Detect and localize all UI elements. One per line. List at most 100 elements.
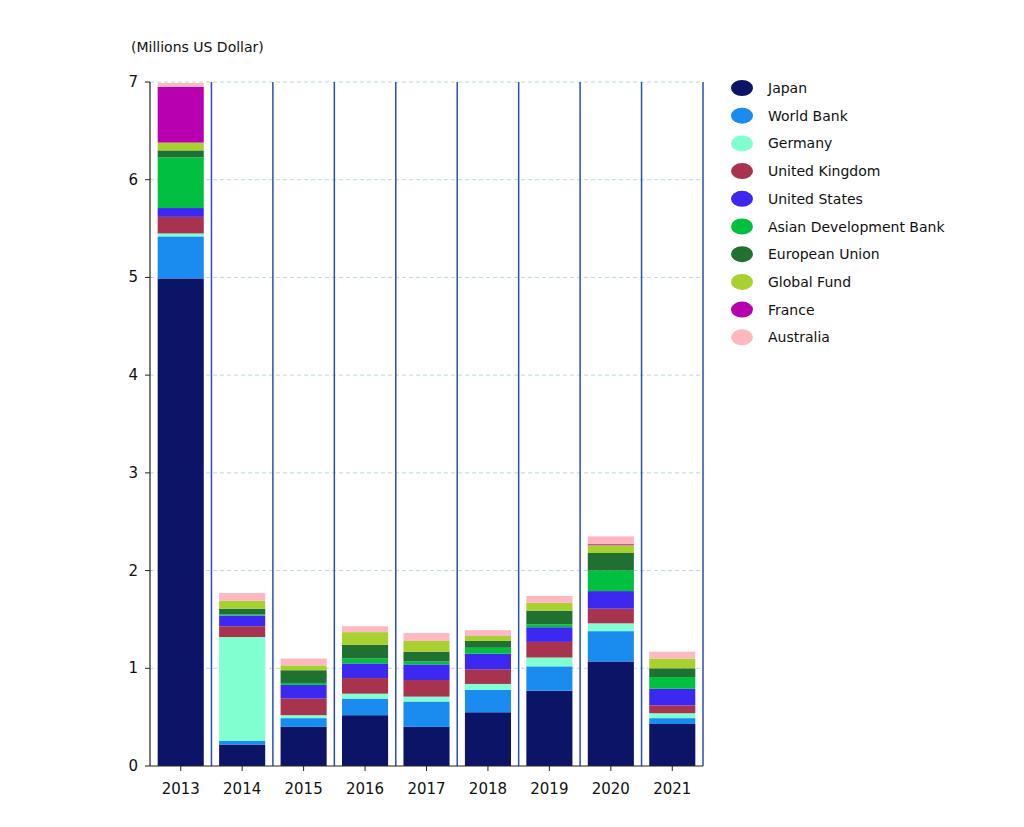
bar-segment <box>281 683 327 685</box>
legend-swatch <box>731 302 753 318</box>
bar-segment <box>342 694 388 699</box>
bar-segment <box>403 633 449 641</box>
bar-segment <box>281 715 327 718</box>
band-separator <box>211 82 213 766</box>
bar-segment <box>588 631 634 661</box>
bar-segment <box>219 741 265 745</box>
bar-segment <box>219 601 265 609</box>
x-tick-label: 2018 <box>469 780 507 798</box>
bar-segment <box>403 664 449 680</box>
legend-label: European Union <box>768 246 880 262</box>
bar-segment <box>588 609 634 624</box>
bar-segment <box>158 157 204 208</box>
legend-label: Australia <box>768 329 830 345</box>
bar-segment <box>403 680 449 697</box>
bar-segment <box>588 545 634 553</box>
x-tick <box>426 766 427 771</box>
x-tick <box>549 766 550 771</box>
x-tick <box>303 766 304 771</box>
grid-line <box>150 375 703 376</box>
bar-segment <box>588 553 634 571</box>
bar-segment <box>281 685 327 699</box>
grid-line <box>150 277 703 278</box>
bar-segment <box>403 702 449 727</box>
bar-segment <box>649 652 695 659</box>
bar-segment <box>403 661 449 664</box>
x-tick-label: 2020 <box>592 780 630 798</box>
band-separator <box>456 82 458 766</box>
band-separator <box>641 82 643 766</box>
bar-segment <box>281 670 327 683</box>
bar-segment <box>526 666 572 690</box>
bar-segment <box>465 630 511 636</box>
bar-segment <box>342 699 388 716</box>
x-tick <box>610 766 611 771</box>
bar-segment <box>526 658 572 667</box>
x-tick-label: 2016 <box>346 780 384 798</box>
y-axis <box>149 82 150 766</box>
bar-segment <box>465 636 511 641</box>
bar-segment <box>588 536 634 544</box>
legend-swatch <box>731 80 753 96</box>
legend-label: United Kingdom <box>768 163 880 179</box>
bar-segment <box>219 626 265 637</box>
bar-segment <box>158 217 204 234</box>
bar-segment <box>526 596 572 603</box>
bar-segment <box>588 571 634 592</box>
y-tick-label: 0 <box>128 757 138 775</box>
bar-segment <box>342 645 388 659</box>
y-tick-label: 7 <box>128 73 138 91</box>
bar-segment <box>342 626 388 632</box>
bar-segment <box>526 611 572 625</box>
legend-swatch <box>731 163 753 179</box>
bar-segment <box>588 661 634 766</box>
legend-label: United States <box>768 191 863 207</box>
bar-segment <box>342 715 388 766</box>
bar-segment <box>465 641 511 648</box>
bar-segment <box>403 641 449 652</box>
y-tick-label: 5 <box>128 268 138 286</box>
grid-line <box>150 472 703 473</box>
bar-segment <box>219 616 265 627</box>
legend-label: Japan <box>767 80 807 96</box>
bar-segment <box>219 593 265 601</box>
bar-segment <box>158 150 204 157</box>
legend-swatch <box>731 219 753 235</box>
bar-segment <box>281 727 327 766</box>
y-tick <box>145 179 150 180</box>
x-tick <box>365 766 366 771</box>
band-separator <box>395 82 397 766</box>
bar-segment <box>158 278 204 766</box>
bar-segment <box>158 233 204 236</box>
band-separator <box>272 82 274 766</box>
bar-segment <box>649 659 695 669</box>
y-tick <box>145 375 150 376</box>
x-tick-label: 2021 <box>653 780 691 798</box>
bar-segment <box>465 684 511 690</box>
bar-segment <box>219 637 265 741</box>
bar-segment <box>526 624 572 627</box>
bar-segment <box>158 83 204 87</box>
legend-label: Germany <box>768 135 832 151</box>
legend-swatch <box>731 191 753 207</box>
x-tick-label: 2013 <box>162 780 200 798</box>
band-separator <box>518 82 520 766</box>
bar-segment <box>403 652 449 662</box>
bar-segment <box>649 718 695 724</box>
bar-segment <box>281 665 327 670</box>
y-tick-label: 3 <box>128 464 138 482</box>
bar-segment <box>588 623 634 631</box>
bar-segment <box>281 718 327 727</box>
x-tick-label: 2014 <box>223 780 261 798</box>
x-tick-label: 2019 <box>530 780 568 798</box>
bar-segment <box>342 659 388 664</box>
x-tick <box>487 766 488 771</box>
bar-segment <box>465 669 511 684</box>
legend-swatch <box>731 274 753 290</box>
y-tick <box>145 766 150 767</box>
y-tick <box>145 277 150 278</box>
bar-segment <box>649 724 695 766</box>
x-tick <box>242 766 243 771</box>
bar-segment <box>649 668 695 677</box>
y-tick <box>145 668 150 669</box>
